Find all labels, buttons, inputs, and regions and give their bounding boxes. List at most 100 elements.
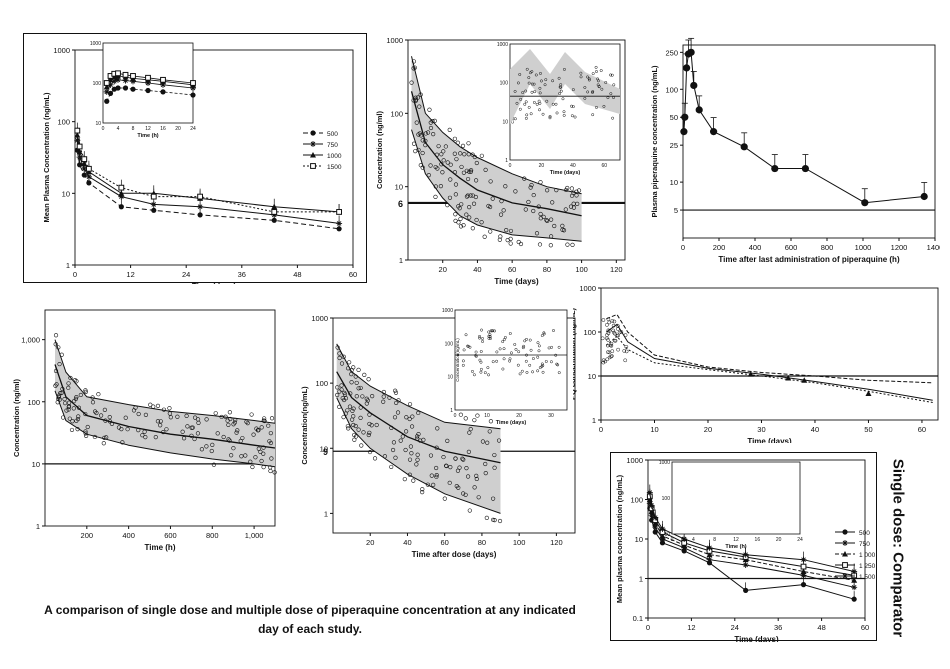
observation-point: [381, 399, 386, 404]
observation-marker: [785, 375, 792, 381]
y-tick-label: 10: [635, 535, 643, 544]
observation-point: [262, 416, 267, 421]
observation-point: [367, 449, 373, 455]
data-point: [648, 512, 655, 519]
inset-observation-point: [539, 79, 543, 83]
observation-point: [361, 430, 366, 435]
observation-point: [199, 447, 205, 452]
observation-point: [445, 160, 450, 165]
observation-point: [605, 336, 609, 341]
y-tick-label: 1: [639, 575, 643, 584]
observation-point: [71, 406, 76, 411]
observation-point: [158, 419, 163, 424]
data-point: [74, 127, 81, 134]
observation-point: [545, 218, 550, 223]
observation-point: [256, 428, 261, 433]
observation-point: [464, 194, 470, 199]
observation-point: [250, 464, 255, 470]
observation-point: [374, 422, 379, 428]
inset-x-tick-label: 20: [539, 163, 545, 169]
observation-point: [605, 357, 610, 362]
legend-entry: 1000: [327, 153, 342, 160]
observation-point: [64, 408, 69, 413]
data-point: [271, 209, 278, 215]
observation-point: [472, 485, 477, 490]
observation-point: [458, 151, 463, 156]
observation-point: [492, 452, 497, 458]
observation-point: [492, 518, 497, 523]
data-point: [652, 529, 658, 535]
observation-point: [402, 477, 407, 482]
observation-point: [444, 463, 449, 468]
inset-observation-point: [541, 364, 545, 368]
data-point: [151, 207, 157, 213]
observation-marker: [801, 377, 808, 383]
observation-point: [561, 228, 567, 233]
observation-point: [468, 193, 473, 198]
inset-observation-point: [523, 339, 527, 343]
inset-observation-point: [461, 363, 465, 367]
inset-y-tick-label: 1000: [659, 460, 670, 466]
chart-panel-5: 1 10 100 1000 20 40 60 80 100 120 Time after dose …: [295, 298, 580, 570]
y-tick-label: 1: [324, 509, 328, 518]
data-point: [851, 568, 858, 575]
y-axis-label: Concentration (ng/ml): [375, 111, 384, 189]
observation-point: [53, 333, 59, 338]
x-axis-label: Time after last administration of pipera…: [718, 255, 900, 264]
inset-observation-point: [537, 349, 541, 353]
observation-point: [432, 118, 437, 123]
inset-data-point: [103, 83, 110, 90]
inset-observation-point: [570, 104, 573, 108]
observation-point: [491, 496, 496, 501]
observation-point: [623, 358, 628, 363]
observation-point: [606, 317, 611, 322]
data-point: [706, 556, 713, 563]
observation-point: [261, 451, 266, 456]
inset-data-point: [160, 81, 166, 88]
observation-point: [261, 465, 266, 470]
observation-point: [624, 349, 629, 354]
inset-observation-point: [561, 97, 565, 101]
inset-observation-point: [495, 350, 499, 354]
x-axis-label: Time (days): [734, 635, 779, 642]
observation-point: [94, 410, 99, 416]
inset-observation-point: [487, 373, 491, 377]
observation-point: [568, 204, 574, 209]
observation-point: [195, 431, 201, 436]
observation-point: [192, 415, 198, 420]
inset-observation-point: [543, 83, 547, 87]
inset-observation-point: [489, 329, 493, 333]
observation-point: [365, 398, 370, 403]
inset-observation-point: [540, 334, 544, 337]
x-tick-label: 24: [731, 623, 739, 632]
inset-y-tick-label: 1000: [497, 42, 508, 48]
inset-observation-point: [529, 112, 533, 116]
observation-point: [616, 333, 620, 338]
observation-point: [518, 241, 524, 247]
observation-point: [474, 476, 479, 482]
inset-observation-point: [481, 340, 484, 343]
inset-data-point: [122, 71, 129, 78]
observation-point: [366, 432, 371, 438]
observation-point: [204, 417, 209, 422]
observation-point: [443, 144, 448, 149]
observation-point: [464, 212, 469, 217]
observation-point: [268, 431, 273, 436]
series-line-upper: [54, 339, 276, 424]
observation-point: [456, 204, 461, 209]
observation-point: [341, 415, 346, 420]
inset-x-tick-label: 20: [516, 413, 522, 419]
observation-point: [442, 496, 447, 501]
inset-observation-point: [548, 115, 552, 118]
observation-point: [460, 143, 466, 148]
observation-point: [466, 141, 471, 146]
inset-y-tick-label: 1: [450, 408, 453, 414]
observation-point: [393, 388, 398, 393]
observation-point: [227, 410, 232, 415]
observation-point: [431, 132, 436, 137]
data-point: [150, 201, 157, 208]
inset-y-axis-label: Concentration(ng/mL): [455, 338, 460, 382]
inset-observation-point: [522, 344, 526, 348]
data-point: [743, 587, 749, 593]
